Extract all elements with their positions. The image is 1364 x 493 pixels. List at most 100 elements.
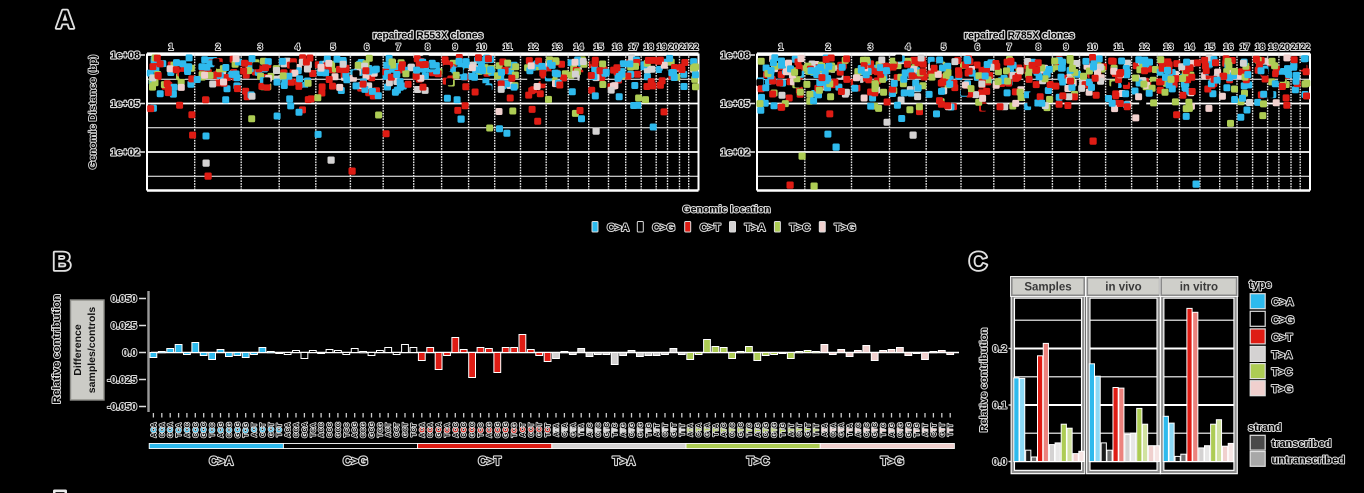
svg-text:21: 21 (1291, 42, 1301, 52)
svg-text:CTT: CTT (931, 422, 938, 436)
svg-text:1e+05: 1e+05 (721, 98, 751, 110)
svg-text:Relative contribution: Relative contribution (51, 294, 63, 404)
svg-text:TTC: TTC (881, 423, 888, 437)
svg-text:10: 10 (1088, 42, 1098, 52)
svg-text:21: 21 (679, 42, 689, 52)
svg-text:TTG: TTG (646, 422, 653, 437)
svg-text:Difference: Difference (72, 324, 84, 376)
svg-text:17: 17 (628, 42, 638, 52)
svg-text:CCA: CCA (428, 422, 435, 437)
svg-text:2: 2 (826, 42, 831, 52)
svg-text:T>G: T>G (834, 222, 856, 234)
svg-text:6: 6 (364, 42, 369, 52)
svg-text:ACT: ACT (252, 422, 259, 437)
svg-text:GTG: GTG (772, 422, 779, 438)
svg-text:transcribed: transcribed (1272, 438, 1332, 450)
svg-text:ACT: ACT (520, 422, 527, 437)
svg-text:CTA: CTA (696, 423, 703, 437)
svg-text:GCT: GCT (268, 422, 275, 438)
svg-text:C>G: C>G (1272, 314, 1295, 326)
svg-text:GTC: GTC (872, 423, 879, 438)
svg-text:13: 13 (552, 42, 562, 52)
svg-text:ATA: ATA (822, 423, 829, 436)
svg-text:4: 4 (905, 42, 910, 52)
svg-text:TTG: TTG (780, 422, 787, 437)
svg-text:ACA: ACA (285, 422, 292, 437)
svg-text:CTG: CTG (897, 422, 904, 437)
svg-text:ACC: ACC (453, 422, 460, 437)
svg-text:16: 16 (1223, 42, 1233, 52)
svg-text:ATG: ATG (755, 422, 762, 437)
svg-text:13: 13 (1163, 42, 1173, 52)
svg-text:A: A (56, 6, 74, 34)
svg-text:C>G: C>G (652, 222, 675, 234)
svg-text:TCC: TCC (344, 423, 351, 437)
svg-text:GCC: GCC (470, 422, 477, 438)
svg-text:ACA: ACA (151, 422, 158, 437)
svg-text:7: 7 (396, 42, 401, 52)
svg-text:TTC: TTC (746, 423, 753, 437)
svg-text:1: 1 (778, 42, 783, 52)
svg-text:1e+02: 1e+02 (721, 147, 751, 159)
svg-text:CCG: CCG (226, 422, 233, 438)
svg-text:GTC: GTC (738, 423, 745, 438)
svg-text:CTA: CTA (562, 423, 569, 437)
svg-text:15: 15 (1205, 42, 1215, 52)
svg-text:GTA: GTA (570, 423, 577, 437)
svg-text:Relative contribution: Relative contribution (978, 328, 990, 432)
svg-text:4: 4 (295, 42, 300, 52)
svg-text:GTT: GTT (805, 422, 812, 437)
svg-text:1e+08: 1e+08 (111, 50, 141, 62)
svg-text:T>G: T>G (880, 454, 904, 468)
svg-text:Genomic location: Genomic location (682, 204, 770, 216)
svg-text:CTC: CTC (595, 423, 602, 437)
svg-text:ACG: ACG (352, 422, 359, 438)
svg-text:9: 9 (453, 42, 458, 52)
svg-text:ATG: ATG (889, 422, 896, 437)
svg-text:19: 19 (657, 42, 667, 52)
svg-text:5: 5 (331, 42, 336, 52)
svg-text:22: 22 (1300, 42, 1310, 52)
svg-text:C>T: C>T (478, 454, 502, 468)
svg-text:ATA: ATA (688, 423, 695, 436)
svg-text:5: 5 (941, 42, 946, 52)
svg-text:C>A: C>A (1272, 297, 1294, 309)
svg-text:C>T: C>T (700, 222, 721, 234)
svg-text:TCG: TCG (377, 422, 384, 437)
svg-text:GCA: GCA (168, 422, 175, 438)
svg-text:0.2: 0.2 (992, 343, 1007, 355)
svg-text:2: 2 (215, 42, 220, 52)
svg-text:ATC: ATC (721, 423, 728, 437)
svg-text:C>A: C>A (607, 222, 629, 234)
svg-text:TCT: TCT (411, 422, 418, 436)
svg-text:ATT: ATT (788, 423, 795, 437)
svg-text:GTG: GTG (906, 422, 913, 438)
svg-text:TCG: TCG (512, 422, 519, 437)
svg-text:C: C (969, 248, 987, 276)
svg-text:TTT: TTT (679, 423, 686, 437)
svg-text:22: 22 (689, 42, 699, 52)
svg-text:ATC: ATC (855, 423, 862, 437)
svg-text:CCA: CCA (294, 422, 301, 437)
svg-text:CCC: CCC (461, 422, 468, 437)
svg-text:samples/controls: samples/controls (86, 307, 98, 394)
svg-text:TTT: TTT (814, 423, 821, 437)
svg-text:CCA: CCA (159, 422, 166, 437)
svg-text:C>T: C>T (1272, 332, 1293, 344)
svg-text:3: 3 (868, 42, 873, 52)
svg-text:GCT: GCT (403, 422, 410, 438)
svg-text:in vitro: in vitro (1180, 282, 1218, 294)
svg-text:TTT: TTT (948, 423, 955, 437)
svg-text:ACA: ACA (419, 422, 426, 437)
svg-text:TTC: TTC (612, 423, 619, 437)
svg-text:ATT: ATT (654, 423, 661, 437)
svg-text:GTC: GTC (604, 423, 611, 438)
svg-text:GTT: GTT (671, 422, 678, 437)
svg-text:TCA: TCA (445, 423, 452, 437)
svg-text:T>C: T>C (1272, 367, 1293, 379)
svg-text:C>A: C>A (209, 454, 234, 468)
svg-text:GCA: GCA (436, 422, 443, 438)
svg-text:TTA: TTA (713, 423, 720, 436)
svg-text:18: 18 (1255, 42, 1265, 52)
svg-text:type: type (1249, 279, 1272, 291)
